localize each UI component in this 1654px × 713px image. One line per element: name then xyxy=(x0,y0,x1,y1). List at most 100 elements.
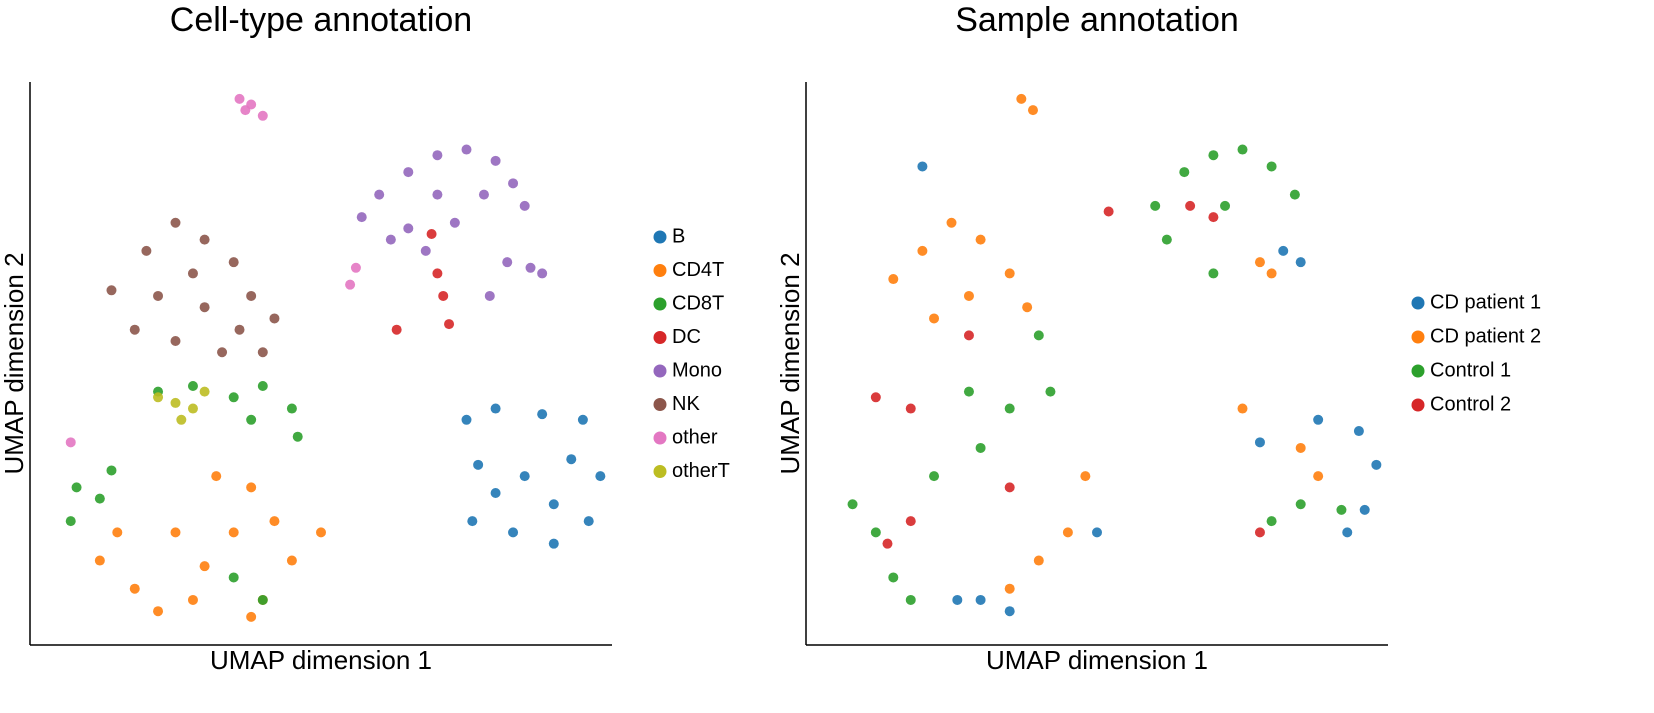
point xyxy=(187,594,198,605)
point xyxy=(153,606,164,617)
point xyxy=(975,442,986,453)
point xyxy=(403,223,414,234)
legend-swatch xyxy=(1411,330,1425,344)
point xyxy=(548,499,559,510)
point xyxy=(519,200,530,211)
point xyxy=(1313,414,1324,425)
point xyxy=(1004,268,1015,279)
point xyxy=(461,144,472,155)
point xyxy=(975,594,986,605)
point xyxy=(548,538,559,549)
legend-swatch xyxy=(653,230,667,244)
point xyxy=(444,319,455,330)
point xyxy=(65,437,76,448)
point xyxy=(461,414,472,425)
chart-title: Sample annotation xyxy=(955,1,1239,39)
point xyxy=(1179,167,1190,178)
point xyxy=(403,167,414,178)
point xyxy=(1266,161,1277,172)
point xyxy=(537,409,548,420)
point xyxy=(1237,144,1248,155)
point xyxy=(426,229,437,240)
point xyxy=(246,611,257,622)
point xyxy=(449,217,460,228)
point xyxy=(1027,105,1038,116)
point xyxy=(963,330,974,341)
point xyxy=(187,381,198,392)
legend-label: CD patient 1 xyxy=(1430,291,1541,313)
point xyxy=(1208,150,1219,161)
point xyxy=(847,499,858,510)
x-axis-label: UMAP dimension 1 xyxy=(986,645,1208,675)
point xyxy=(963,386,974,397)
point xyxy=(1150,200,1161,211)
point xyxy=(929,313,940,324)
y-axis-label: UMAP dimension 2 xyxy=(775,252,805,474)
point xyxy=(1371,459,1382,470)
point xyxy=(385,234,396,245)
point xyxy=(438,290,449,301)
point xyxy=(870,527,881,538)
point xyxy=(484,290,495,301)
point xyxy=(490,487,501,498)
point xyxy=(478,189,489,200)
point xyxy=(94,555,105,566)
point xyxy=(1295,442,1306,453)
point xyxy=(1103,206,1114,217)
point xyxy=(888,572,899,583)
point xyxy=(519,471,530,482)
point xyxy=(1254,437,1265,448)
point xyxy=(1266,516,1277,527)
point xyxy=(1295,257,1306,268)
point xyxy=(1208,268,1219,279)
point xyxy=(316,527,326,538)
point xyxy=(141,245,152,256)
legend-swatch xyxy=(653,297,667,311)
point xyxy=(228,527,239,538)
legend-swatch xyxy=(653,398,667,411)
point xyxy=(467,516,478,527)
point xyxy=(199,234,210,245)
point xyxy=(1045,386,1056,397)
point xyxy=(257,347,268,358)
legend-swatch xyxy=(1411,364,1425,378)
point xyxy=(170,335,181,346)
point xyxy=(199,302,210,313)
point xyxy=(170,397,181,408)
point xyxy=(246,290,257,301)
point xyxy=(1033,330,1044,341)
point xyxy=(490,155,501,166)
point xyxy=(228,392,239,403)
legend-label: other xyxy=(672,426,718,448)
point xyxy=(257,381,268,392)
point xyxy=(106,285,117,296)
point xyxy=(1022,302,1033,313)
point xyxy=(257,594,268,605)
point xyxy=(432,189,443,200)
point xyxy=(905,403,916,414)
point xyxy=(1220,200,1231,211)
legend-swatch xyxy=(653,364,667,378)
point xyxy=(1004,482,1015,493)
y-axis-label: UMAP dimension 2 xyxy=(0,252,29,474)
point xyxy=(566,454,577,465)
point xyxy=(1342,527,1353,538)
point xyxy=(905,594,916,605)
point xyxy=(595,471,606,482)
point xyxy=(1208,212,1219,223)
point xyxy=(946,217,957,228)
point xyxy=(917,245,928,256)
point xyxy=(1313,471,1324,482)
point xyxy=(246,414,257,425)
point xyxy=(537,268,548,279)
point xyxy=(170,527,181,538)
legend-label: otherT xyxy=(672,460,730,482)
point xyxy=(577,414,588,425)
point xyxy=(286,555,297,566)
point xyxy=(269,313,280,324)
point xyxy=(211,471,222,482)
point xyxy=(1295,499,1306,510)
legend-label: DC xyxy=(672,326,701,348)
point xyxy=(176,414,187,425)
legend-swatch xyxy=(653,431,667,445)
